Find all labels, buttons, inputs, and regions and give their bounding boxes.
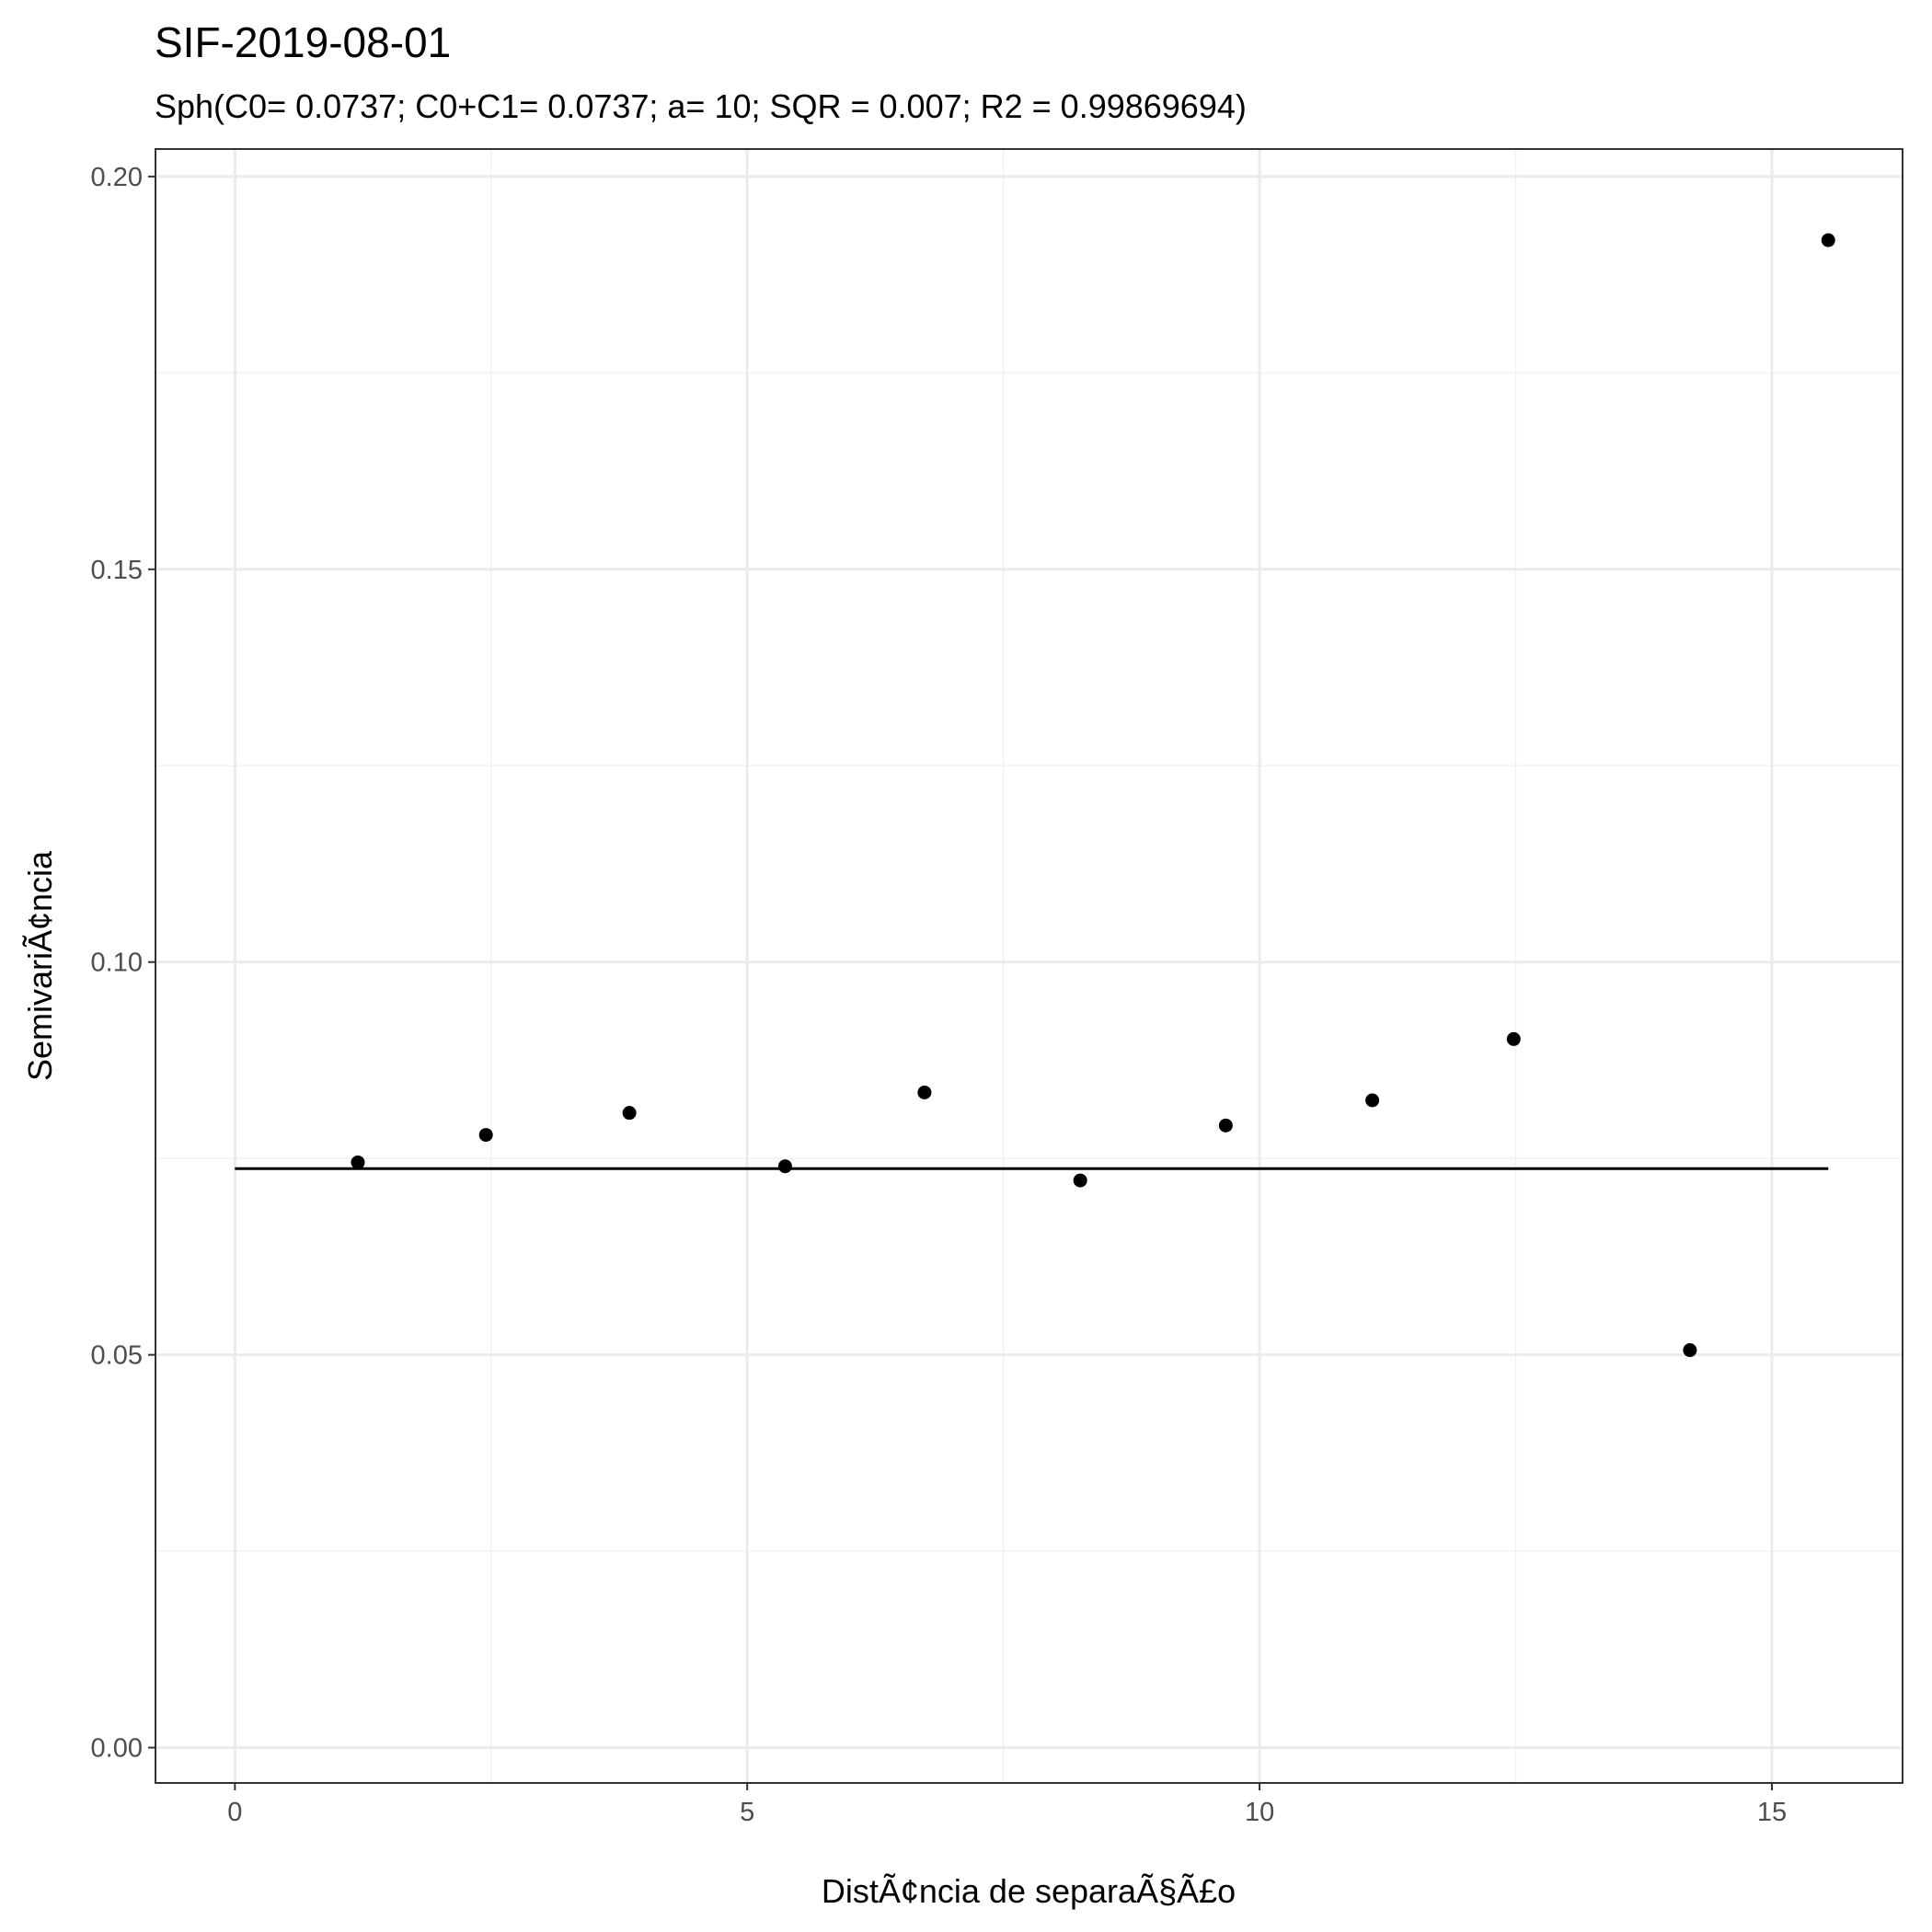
plot-panel-background	[155, 149, 1903, 1783]
chart-title: SIF-2019-08-01	[155, 18, 451, 66]
data-point	[1365, 1093, 1380, 1108]
y-tick-label: 0.15	[91, 556, 143, 585]
major-gridlines	[155, 149, 1903, 1783]
data-point	[351, 1155, 365, 1169]
y-tick-label: 0.00	[91, 1734, 143, 1764]
plot-panel-border	[155, 148, 1903, 1784]
data-point	[1073, 1173, 1087, 1188]
x-axis: 0 5 10 15	[227, 1783, 1787, 1827]
data-point	[622, 1106, 637, 1121]
y-axis-title: SemivariÃ¢ncia	[21, 850, 59, 1081]
y-tick-label: 0.20	[91, 163, 143, 192]
x-tick-label: 15	[1757, 1798, 1787, 1827]
y-tick-label: 0.10	[91, 949, 143, 978]
data-point	[777, 1159, 792, 1174]
minor-gridlines	[155, 149, 1903, 1783]
data-point	[1506, 1031, 1521, 1046]
chart-subtitle: Sph(C0= 0.0737; C0+C1= 0.0737; a= 10; SQ…	[155, 87, 1247, 125]
data-point	[478, 1128, 493, 1143]
points-layer	[351, 233, 1835, 1358]
x-tick-label: 0	[227, 1798, 242, 1827]
data-point	[1218, 1118, 1233, 1133]
x-tick-label: 10	[1245, 1798, 1274, 1827]
x-axis-title: DistÃ¢ncia de separaÃ§Ã£o	[822, 1872, 1236, 1910]
y-tick-label: 0.05	[91, 1341, 143, 1371]
y-axis: 0.00 0.05 0.10 0.15 0.20	[91, 163, 155, 1764]
data-point	[1821, 233, 1835, 247]
data-point	[917, 1085, 932, 1099]
x-tick-label: 5	[740, 1798, 754, 1827]
data-point	[1683, 1343, 1697, 1358]
